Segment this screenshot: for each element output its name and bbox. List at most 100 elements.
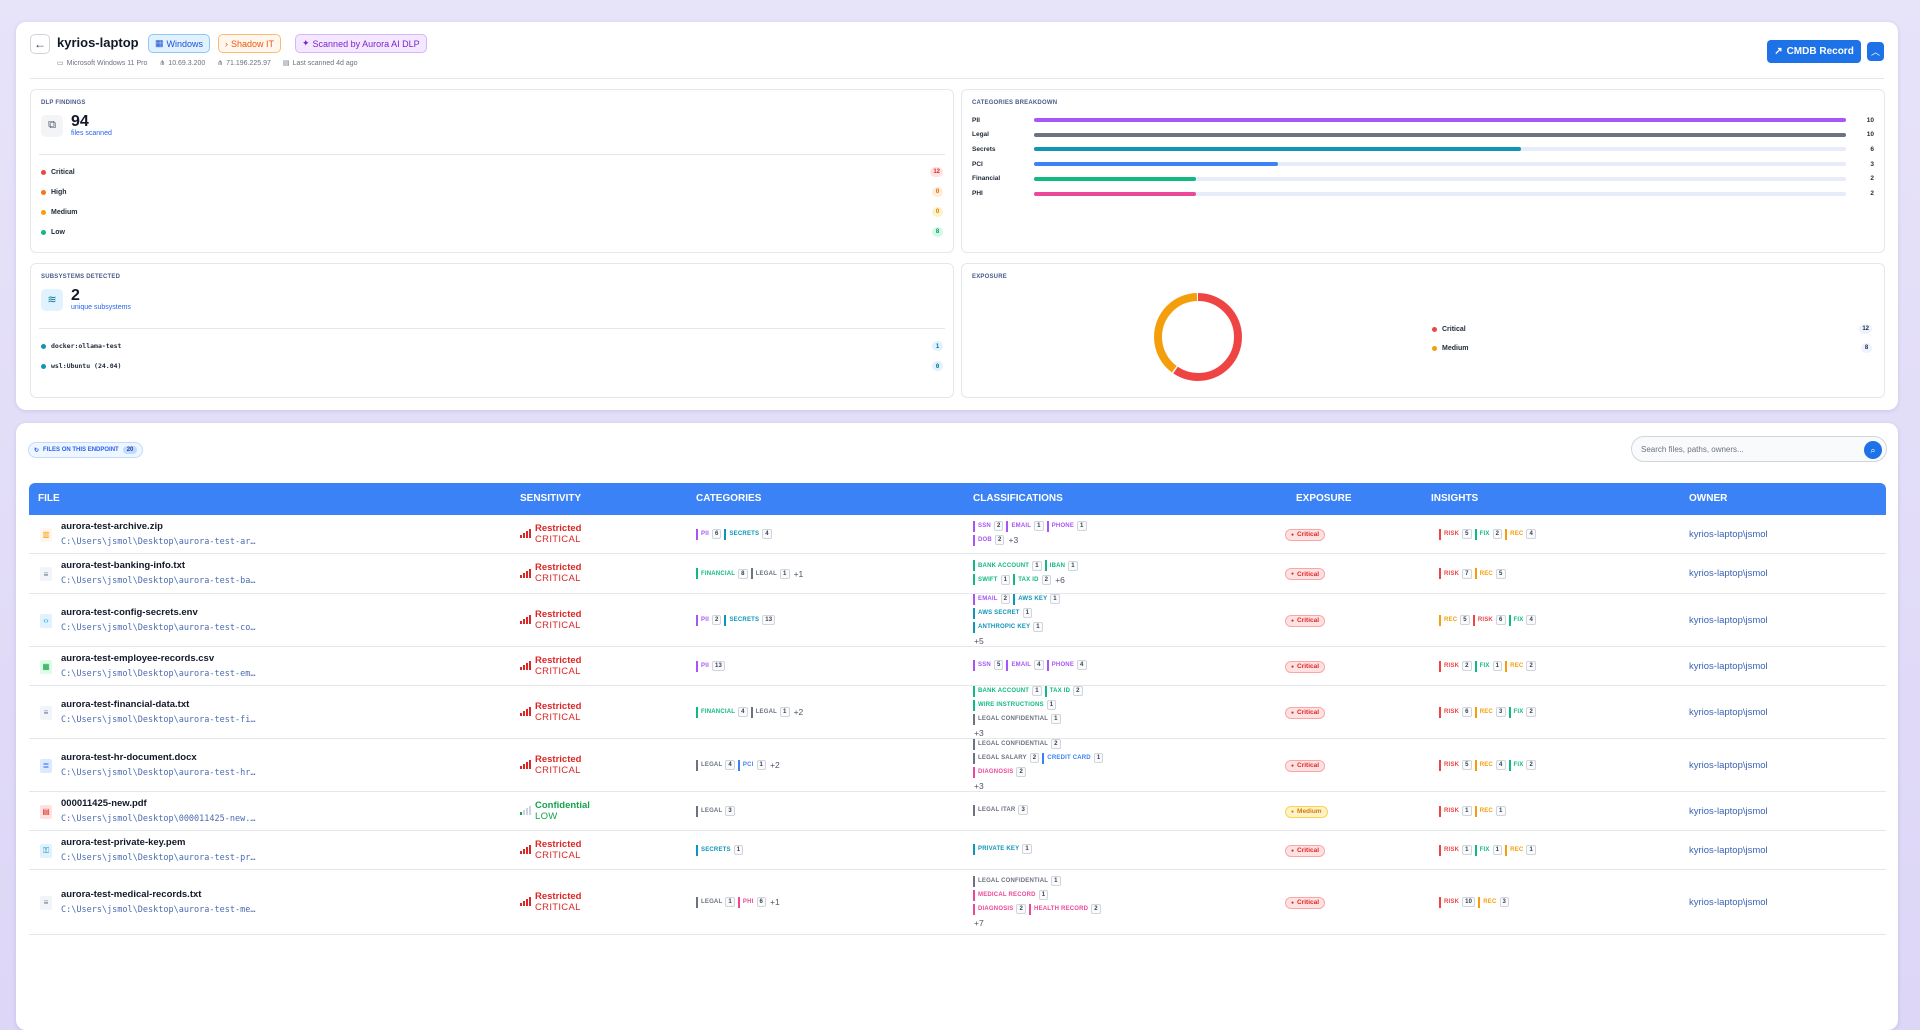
insight-tag[interactable]: RISK 10 <box>1439 896 1476 908</box>
classifications-more[interactable]: +6 <box>1055 574 1065 585</box>
col-insights[interactable]: INSIGHTS <box>1431 493 1479 504</box>
insight-tag[interactable]: REC 5 <box>1474 568 1506 579</box>
col-exposure[interactable]: EXPOSURE <box>1296 493 1352 504</box>
classification-tag[interactable]: EMAIL 4 <box>1006 659 1044 671</box>
classification-tag[interactable]: EMAIL 2 <box>973 593 1011 605</box>
classification-tag[interactable]: HEALTH RECORD 2 <box>1029 903 1101 915</box>
category-tag[interactable]: LEGAL 1 <box>750 568 790 579</box>
col-classifications[interactable]: CLASSIFICATIONS <box>973 493 1063 504</box>
owner-link[interactable]: kyrios-laptop\jsmol <box>1689 660 1768 672</box>
insight-tag[interactable]: FIX 2 <box>1508 759 1536 771</box>
file-name[interactable]: aurora-test-financial-data.txt <box>61 698 190 710</box>
classification-tag[interactable]: CREDIT CARD 1 <box>1042 752 1104 764</box>
table-row[interactable]: ≡ aurora-test-banking-info.txt C:\Users\js… <box>29 554 1886 594</box>
classification-tag[interactable]: WIRE INSTRUCTIONS 1 <box>973 699 1057 711</box>
file-name[interactable]: aurora-test-hr-document.docx <box>61 751 197 763</box>
classification-tag[interactable]: LEGAL CONFIDENTIAL 1 <box>973 713 1061 725</box>
exposure-slice-medium[interactable] <box>1154 293 1242 381</box>
owner-link[interactable]: kyrios-laptop\jsmol <box>1689 805 1768 817</box>
file-name[interactable]: aurora-test-archive.zip <box>61 520 163 532</box>
classifications-more[interactable]: +5 <box>974 635 984 646</box>
table-row[interactable]: ⚿ aurora-test-private-key.pem C:\Users\jsm… <box>29 831 1886 870</box>
classification-tag[interactable]: BANK ACCOUNT 1 <box>973 685 1042 697</box>
insight-tag[interactable]: RISK 1 <box>1439 844 1472 856</box>
insight-tag[interactable]: FIX 1 <box>1474 844 1503 856</box>
cmdb-record-button[interactable]: ↗ CMDB Record <box>1767 40 1861 63</box>
classification-tag[interactable]: LEGAL CONFIDENTIAL 1 <box>973 875 1061 887</box>
category-tag[interactable]: SECRETS 4 <box>724 528 772 540</box>
table-row[interactable]: ▦ aurora-test-employee-records.csv C:\User… <box>29 647 1886 686</box>
category-tag[interactable]: FINANCIAL 8 <box>696 568 748 579</box>
insight-tag[interactable]: RISK 6 <box>1472 614 1506 626</box>
insight-tag[interactable]: FIX 2 <box>1474 528 1503 540</box>
categories-more[interactable]: +1 <box>793 568 804 579</box>
insight-tag[interactable]: REC 3 <box>1474 706 1506 718</box>
category-tag[interactable]: PII 13 <box>696 660 726 672</box>
insight-tag[interactable]: RISK 1 <box>1439 805 1472 817</box>
file-name[interactable]: aurora-test-config-secrets.env <box>61 606 198 618</box>
owner-link[interactable]: kyrios-laptop\jsmol <box>1689 844 1768 856</box>
insight-tag[interactable]: RISK 6 <box>1439 706 1472 718</box>
insight-tag[interactable]: RISK 5 <box>1439 528 1472 540</box>
classification-tag[interactable]: DOB 2 <box>973 534 1005 546</box>
insight-tag[interactable]: FIX 4 <box>1508 614 1536 626</box>
classifications-more[interactable]: +7 <box>974 917 984 928</box>
classification-tag[interactable]: PHONE 4 <box>1046 659 1087 671</box>
insight-tag[interactable]: RISK 2 <box>1439 660 1472 672</box>
classification-tag[interactable]: MEDICAL RECORD 1 <box>973 889 1049 901</box>
insight-tag[interactable]: REC 1 <box>1505 844 1536 856</box>
classification-tag[interactable]: LEGAL SALARY 2 <box>973 752 1040 764</box>
owner-link[interactable]: kyrios-laptop\jsmol <box>1689 896 1768 908</box>
classification-tag[interactable]: PHONE 1 <box>1046 520 1087 532</box>
owner-link[interactable]: kyrios-laptop\jsmol <box>1689 759 1768 771</box>
classifications-more[interactable]: +3 <box>974 780 984 791</box>
table-row[interactable]: ▥ aurora-test-archive.zip C:\Users\jsmol\D… <box>29 515 1886 554</box>
exposure-slice-critical[interactable] <box>1154 293 1242 381</box>
category-tag[interactable]: PHI 6 <box>737 896 767 908</box>
table-row[interactable]: ≣ aurora-test-hr-document.docx C:\Users\js… <box>29 738 1886 792</box>
classification-tag[interactable]: IBAN 1 <box>1044 560 1078 571</box>
category-tag[interactable]: FINANCIAL 4 <box>696 706 748 718</box>
category-tag[interactable]: LEGAL 3 <box>696 805 735 817</box>
classification-tag[interactable]: SWIFT 1 <box>973 574 1011 585</box>
classification-tag[interactable]: LEGAL CONFIDENTIAL 2 <box>973 738 1061 750</box>
owner-link[interactable]: kyrios-laptop\jsmol <box>1689 528 1768 540</box>
insight-tag[interactable]: REC 4 <box>1505 528 1536 540</box>
classification-tag[interactable]: AWS KEY 1 <box>1013 593 1060 605</box>
categories-more[interactable]: +1 <box>770 897 780 907</box>
category-tag[interactable]: PCI 1 <box>737 759 767 771</box>
col-sensitivity[interactable]: SENSITIVITY <box>520 493 582 504</box>
owner-link[interactable]: kyrios-laptop\jsmol <box>1689 568 1768 579</box>
classification-tag[interactable]: TAX ID 2 <box>1044 685 1083 697</box>
file-name[interactable]: aurora-test-banking-info.txt <box>61 560 186 571</box>
classification-tag[interactable]: SSN 5 <box>973 659 1004 671</box>
insight-tag[interactable]: REC 2 <box>1505 660 1536 672</box>
file-name[interactable]: aurora-test-medical-records.txt <box>61 888 202 900</box>
col-categories[interactable]: CATEGORIES <box>696 493 762 504</box>
classification-tag[interactable]: PRIVATE KEY 1 <box>973 843 1032 855</box>
classification-tag[interactable]: BANK ACCOUNT 1 <box>973 560 1042 571</box>
category-tag[interactable]: LEGAL 1 <box>696 896 735 908</box>
categories-more[interactable]: +2 <box>770 760 780 770</box>
category-tag[interactable]: PII 6 <box>696 528 722 540</box>
insight-tag[interactable]: REC 4 <box>1474 759 1506 771</box>
file-name[interactable]: 000011425-new.pdf <box>61 797 147 809</box>
category-tag[interactable]: SECRETS 1 <box>696 844 744 856</box>
insight-tag[interactable]: REC 5 <box>1439 614 1470 626</box>
insight-tag[interactable]: RISK 5 <box>1439 759 1472 771</box>
owner-link[interactable]: kyrios-laptop\jsmol <box>1689 614 1768 626</box>
classification-tag[interactable]: TAX ID 2 <box>1013 574 1052 585</box>
classifications-more[interactable]: +3 <box>974 727 984 738</box>
insight-tag[interactable]: RISK 7 <box>1439 568 1472 579</box>
classification-tag[interactable]: EMAIL 1 <box>1006 520 1044 532</box>
col-file[interactable]: FILE <box>38 493 60 504</box>
table-row[interactable]: ≡ aurora-test-medical-records.txt C:\Users… <box>29 870 1886 935</box>
categories-more[interactable]: +2 <box>793 707 804 717</box>
category-tag[interactable]: SECRETS 13 <box>724 614 776 626</box>
table-row[interactable]: ▤ 000011425-new.pdf C:\Users\jsmol\Desktop… <box>29 792 1886 831</box>
collapse-button[interactable]: ︿ <box>1867 42 1884 61</box>
classification-tag[interactable]: SSN 2 <box>973 520 1004 532</box>
table-row[interactable]: ‹› aurora-test-config-secrets.env C:\Users… <box>29 593 1886 647</box>
classification-tag[interactable]: ANTHROPIC KEY 1 <box>973 621 1043 633</box>
search-input[interactable]: Search files, paths, owners... ⌕ <box>1631 436 1887 462</box>
